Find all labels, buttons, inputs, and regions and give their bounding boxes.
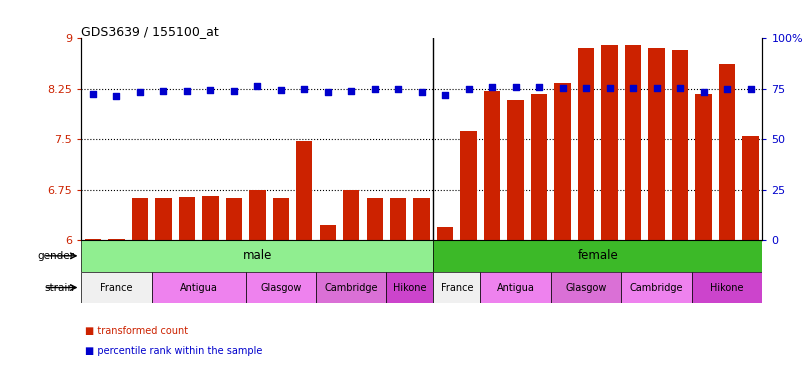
Bar [437,227,453,240]
Bar [508,100,524,240]
Bar [272,198,289,240]
Bar [320,225,336,240]
Text: ■ percentile rank within the sample: ■ percentile rank within the sample [85,346,263,356]
Point [204,87,217,93]
Bar [602,45,618,240]
Text: Glasgow: Glasgow [260,283,302,293]
Text: France: France [100,283,132,293]
Bar [742,136,759,240]
Point [744,86,757,93]
Bar [155,198,172,240]
Bar [367,198,383,240]
Text: Antigua: Antigua [179,283,217,293]
Bar [551,272,621,303]
Bar [178,197,195,240]
Bar [625,45,642,240]
Bar [296,141,312,240]
Point [580,85,593,91]
Bar [692,272,762,303]
Point [721,86,734,92]
Text: male: male [242,249,272,262]
Point [509,84,522,90]
Bar [672,50,689,240]
Bar [531,94,547,240]
Point [251,83,264,89]
Text: GDS3639 / 155100_at: GDS3639 / 155100_at [81,25,219,38]
Text: Hikone: Hikone [393,283,427,293]
Point [321,89,334,95]
Text: Cambridge: Cambridge [324,283,378,293]
Point [345,88,358,94]
Point [486,84,499,91]
Text: Cambridge: Cambridge [630,283,684,293]
Bar [387,272,433,303]
Point [392,86,405,92]
Point [298,86,311,93]
Point [180,88,193,94]
Bar [719,64,736,240]
Point [274,87,287,93]
Text: strain: strain [45,283,75,293]
Bar [484,91,500,240]
Bar [202,196,218,240]
Point [556,85,569,91]
Bar [246,272,316,303]
Point [157,88,169,94]
Bar [81,240,433,272]
Point [86,91,99,97]
Point [650,85,663,91]
Text: Hikone: Hikone [710,283,744,293]
Text: ■ transformed count: ■ transformed count [85,326,188,336]
Point [674,85,687,91]
Point [109,93,122,99]
Bar [578,48,594,240]
Bar [390,198,406,240]
Text: Glasgow: Glasgow [565,283,607,293]
Point [415,89,428,95]
Text: gender: gender [37,251,75,261]
Text: France: France [440,283,473,293]
Bar [343,190,359,240]
Bar [433,272,480,303]
Point [533,84,546,91]
Bar [433,240,762,272]
Bar [649,48,665,240]
Point [462,86,475,92]
Point [603,85,616,91]
Bar [621,272,692,303]
Point [227,88,240,94]
Bar [461,131,477,240]
Bar [81,272,152,303]
Bar [555,83,571,240]
Bar [249,190,265,240]
Point [439,92,452,98]
Point [627,85,640,91]
Point [697,89,710,95]
Bar [316,272,387,303]
Bar [108,239,125,240]
Point [133,89,146,95]
Bar [414,198,430,240]
Text: female: female [577,249,618,262]
Bar [131,198,148,240]
Bar [84,239,101,240]
Bar [225,198,242,240]
Point [368,86,381,92]
Bar [695,94,712,240]
Bar [152,272,246,303]
Text: Antigua: Antigua [497,283,534,293]
Bar [480,272,551,303]
